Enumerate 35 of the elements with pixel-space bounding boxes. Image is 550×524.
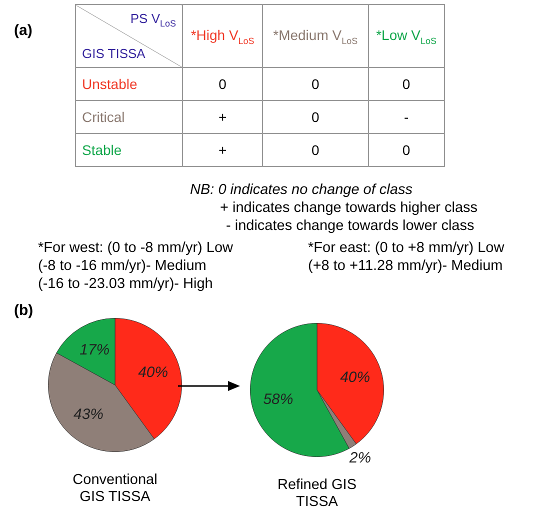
text: 0 <box>402 76 410 92</box>
text: PS V$_{LoS}$ <box>130 11 176 29</box>
chart-title: (b) <box>14 302 34 319</box>
data-label: 2% <box>348 449 372 466</box>
text: (a) <box>14 22 32 39</box>
category-label: Stable <box>82 142 122 158</box>
category-label: *High V$_{LoS}$ <box>182 4 263 68</box>
data-label: 58% <box>263 391 294 408</box>
text: Refined GIS TISSA <box>276 477 358 511</box>
text: 0 <box>311 109 320 125</box>
text: Conventional GIS TISSA <box>72 472 158 506</box>
text: 0 <box>402 142 410 158</box>
text: + <box>218 142 227 158</box>
text: 0 <box>311 142 320 158</box>
data-label: 40% <box>138 364 168 381</box>
text: (+8 to +11.28 mm/yr)- Medium <box>308 258 503 274</box>
text: NB: 0 indicates no change of class <box>190 182 412 198</box>
text: 0 <box>311 76 320 92</box>
category-label: *Low V$_{LoS}$ <box>368 4 444 68</box>
text: 0 <box>218 76 226 92</box>
text: *For east: (0 to +8 mm/yr) Low <box>308 240 504 256</box>
text: GIS TISSA <box>82 46 146 61</box>
category-label: Critical <box>82 109 125 125</box>
text: (-8 to -16 mm/yr)- Medium <box>38 258 206 274</box>
data-label: 17% <box>80 342 110 359</box>
category-label: Unstable <box>82 76 138 92</box>
text: *For west: (0 to -8 mm/yr) Low <box>38 240 233 256</box>
text: (-16 to -23.03 mm/yr)- High <box>38 276 213 292</box>
category-label: *Medium V$_{LoS}$ <box>262 4 368 68</box>
text: + indicates change towards higher class <box>220 200 478 216</box>
data-label: 40% <box>340 368 370 386</box>
text: - indicates change towards lower class <box>226 218 474 234</box>
text: - <box>404 109 409 125</box>
text: + <box>218 109 227 125</box>
data-label: 43% <box>74 406 104 424</box>
